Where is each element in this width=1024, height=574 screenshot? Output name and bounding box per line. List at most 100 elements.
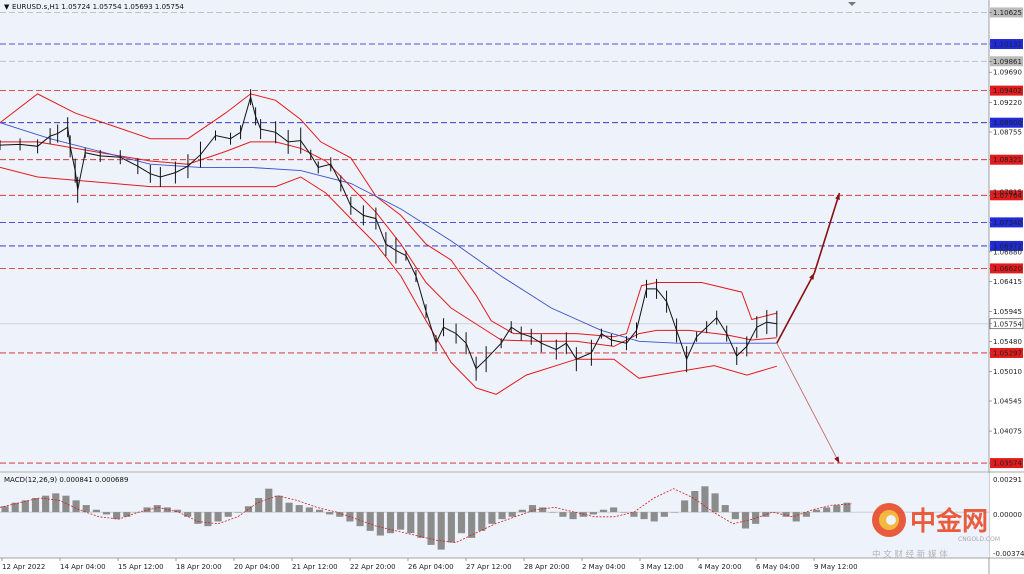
macd-bar-55 <box>559 512 567 517</box>
time-tick-label-2: 15 Apr 12:00 <box>118 563 164 571</box>
macd-bar-5 <box>52 493 60 513</box>
macd-bar-27 <box>275 495 283 513</box>
macd-tick-bottom: -0.003746 <box>993 550 1024 558</box>
macd-signal-line <box>0 488 853 544</box>
macd-bar-45 <box>457 512 466 534</box>
macd-bar-36 <box>366 512 374 531</box>
price-tick-label-3: 1.09690 <box>993 69 1022 77</box>
macd-bar-29 <box>295 505 303 513</box>
instrument-header: EURUSD.s,H1 1.05724 1.05754 1.05693 1.05… <box>12 3 184 11</box>
price-tick-label-13: 1.06880 <box>993 248 1022 256</box>
price-tick-label-22: 1.04075 <box>993 428 1022 436</box>
time-tick-label-13: 6 May 04:00 <box>756 563 800 571</box>
price-tick-label-18: 1.05480 <box>993 338 1022 346</box>
macd-bar-20 <box>204 512 212 527</box>
price-tick-label-4: 1.09402 <box>993 87 1022 95</box>
forecast-arrow-1 <box>813 192 841 274</box>
watermark-brand: 中金网 <box>910 506 988 537</box>
macd-bar-49 <box>498 512 506 520</box>
macd-bar-46 <box>468 512 476 538</box>
price-tick-label-14: 1.06620 <box>993 265 1022 273</box>
macd-bar-10 <box>102 512 111 515</box>
macd-tick-zero: 0.00000 <box>993 511 1022 519</box>
macd-bar-65 <box>660 512 668 517</box>
macd-bar-4 <box>42 495 50 513</box>
macd-bar-37 <box>376 512 384 536</box>
level-tag-12 <box>990 458 1023 469</box>
macd-bar-9 <box>92 509 100 513</box>
forecast-arrow-0 <box>776 272 816 344</box>
macd-bar-25 <box>255 498 263 513</box>
macd-bar-0 <box>1 506 9 513</box>
macd-bar-64 <box>650 512 658 522</box>
macd-bar-81 <box>823 507 831 513</box>
level-tag-6 <box>990 190 1023 201</box>
level-tag-8 <box>990 240 1023 251</box>
macd-bar-72 <box>731 512 739 520</box>
macd-bar-59 <box>599 509 608 513</box>
macd-bar-38 <box>386 512 395 534</box>
macd-bar-75 <box>762 512 770 517</box>
macd-bar-18 <box>184 512 192 517</box>
macd-bar-63 <box>640 512 648 520</box>
time-tick-label-4: 20 Apr 04:00 <box>234 563 280 571</box>
macd-bar-79 <box>802 512 810 517</box>
time-tick-label-5: 21 Apr 12:00 <box>292 563 338 571</box>
macd-bar-13 <box>133 512 141 513</box>
time-tick-label-1: 14 Apr 04:00 <box>60 563 106 571</box>
macd-bar-78 <box>792 512 800 522</box>
price-series <box>0 89 778 381</box>
macd-bar-40 <box>407 512 415 534</box>
scroll-marker-icon[interactable] <box>848 2 856 6</box>
time-tick-label-7: 26 Apr 04:00 <box>408 563 454 571</box>
macd-bar-21 <box>214 512 222 522</box>
macd-bar-35 <box>356 512 364 527</box>
macd-bar-77 <box>782 512 790 517</box>
chart-menu-icon[interactable]: ▼ <box>4 3 10 11</box>
forecast-arrows <box>776 192 841 464</box>
time-tick-label-10: 2 May 04:00 <box>582 563 626 571</box>
macd-bar-70 <box>711 493 719 513</box>
forecast-arrowhead-0 <box>809 272 815 280</box>
macd-bar-1 <box>11 502 19 513</box>
macd-bar-7 <box>72 500 80 513</box>
macd-bar-62 <box>630 512 638 517</box>
macd-bar-14 <box>143 507 151 513</box>
price-tick-label-0: 1.10625 <box>993 9 1022 17</box>
time-tick-label-12: 4 May 20:00 <box>698 563 742 571</box>
macd-bar-47 <box>478 512 486 531</box>
price-tick-label-23: 1.03574 <box>993 460 1022 468</box>
level-tag-2 <box>990 56 1023 67</box>
level-tag-7 <box>990 217 1023 228</box>
price-tick-label-2: 1.09861 <box>993 58 1022 66</box>
forecast-arrowhead-1 <box>835 193 840 200</box>
macd-bar-15 <box>153 505 161 513</box>
moving-average-line <box>0 122 777 344</box>
price-axis: 1.10625 1.10131 1.09861 1.09690 1.09402 1.092… <box>989 9 1022 468</box>
macd-bar-43 <box>437 512 445 550</box>
macd-bar-41 <box>417 512 425 538</box>
time-tick-label-11: 3 May 12:00 <box>640 563 684 571</box>
macd-bar-30 <box>305 507 313 513</box>
macd-label: MACD(12,26,9) 0.000841 0.000689 <box>4 476 128 484</box>
macd-bar-32 <box>326 512 334 515</box>
price-panel-background <box>0 0 989 471</box>
time-tick-label-14: 9 May 12:00 <box>814 563 858 571</box>
macd-bar-80 <box>812 509 821 513</box>
price-tick-label-17: 1.05754 <box>993 320 1022 328</box>
macd-bar-22 <box>224 512 232 517</box>
price-line <box>0 95 777 370</box>
macd-bar-51 <box>518 509 526 513</box>
macd-bar-16 <box>163 507 171 513</box>
level-tag-1 <box>990 39 1023 50</box>
level-tag-9 <box>990 263 1023 274</box>
horizontal-levels <box>0 7 1024 469</box>
time-tick-label-9: 28 Apr 20:00 <box>524 563 570 571</box>
macd-bar-76 <box>772 512 780 513</box>
time-tick-label-6: 22 Apr 20:00 <box>350 563 396 571</box>
watermark-slogan: 中 文 财 经 新 媒 体 <box>872 549 948 560</box>
macd-bar-74 <box>752 512 760 524</box>
price-tick-label-19: 1.05297 <box>993 349 1022 357</box>
